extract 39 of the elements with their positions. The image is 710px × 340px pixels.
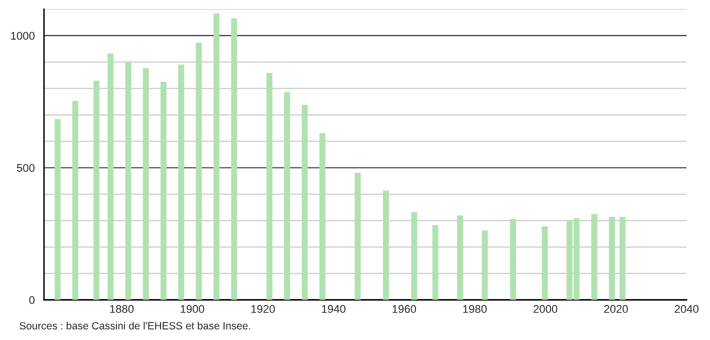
x-tick-label: 1880: [110, 305, 134, 313]
bar: [302, 104, 308, 300]
y-tick-label: 0: [29, 296, 35, 304]
x-tick-label: 1980: [463, 305, 487, 313]
y-tick-label: 500: [16, 164, 35, 172]
bar: [213, 13, 220, 300]
bar: [432, 225, 438, 300]
x-tick-label: 2040: [674, 305, 698, 313]
x-tick-label: 1920: [251, 305, 275, 313]
bar: [619, 216, 626, 300]
bar: [93, 80, 100, 300]
bar: [266, 72, 272, 300]
bar: [542, 226, 548, 300]
bar: [482, 230, 488, 300]
x-tick-label: 1940: [322, 305, 346, 313]
bar: [510, 219, 516, 300]
bar: [354, 172, 361, 300]
bar: [72, 100, 78, 300]
x-tick-label: 2020: [604, 305, 628, 313]
bar: [160, 82, 167, 300]
bar: [284, 92, 290, 300]
bar: [319, 133, 326, 300]
bar: [231, 18, 238, 300]
bar: [142, 68, 149, 300]
x-tick-label: 1900: [180, 305, 204, 313]
bar: [591, 214, 598, 300]
bar: [196, 42, 202, 300]
bar: [411, 212, 418, 300]
bar: [382, 190, 389, 300]
bar: [608, 216, 615, 300]
y-tick-label: 1000: [11, 32, 35, 40]
bar: [178, 64, 184, 300]
bar: [125, 62, 132, 300]
bar: [54, 119, 61, 300]
bar: [108, 54, 114, 300]
bar: [457, 215, 464, 300]
x-tick-label: 2000: [534, 305, 558, 313]
source-note: Sources : base Cassini de l'EHESS et base Insee.: [20, 322, 250, 330]
x-tick-label: 1960: [392, 305, 416, 313]
